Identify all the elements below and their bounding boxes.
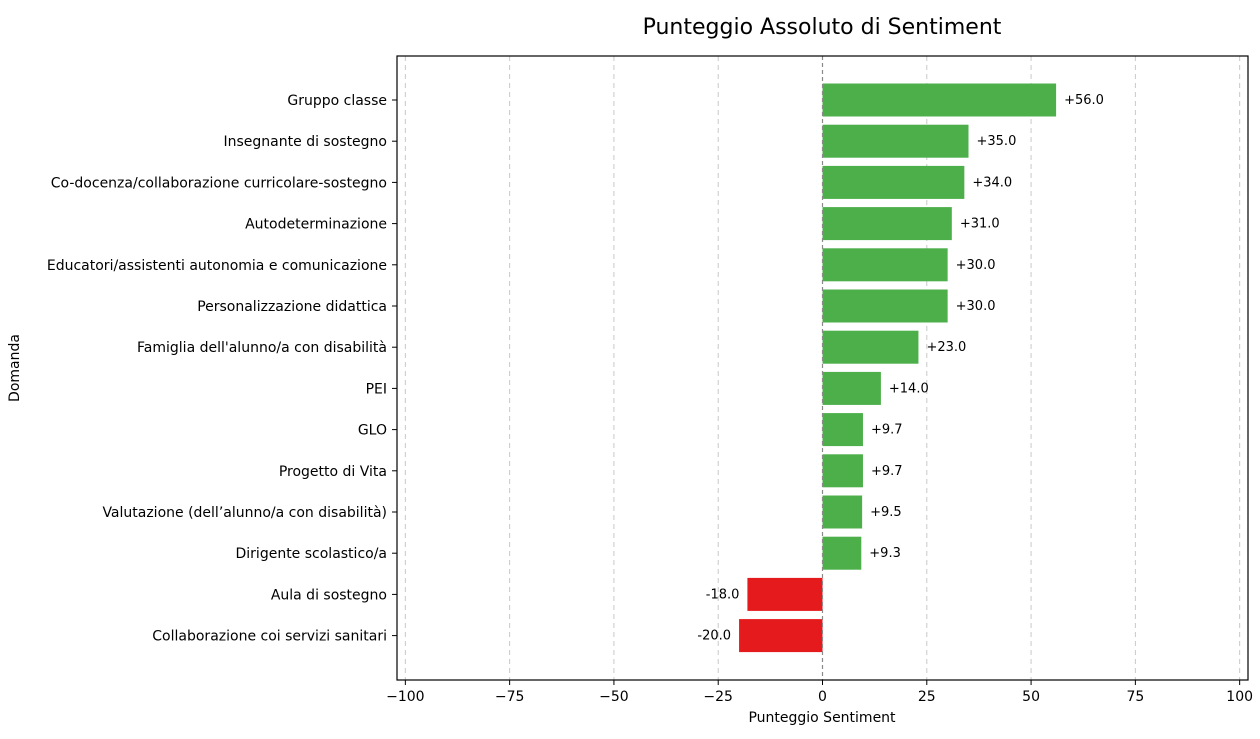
bars xyxy=(739,83,1057,653)
x-tick-label: 75 xyxy=(1126,689,1144,705)
x-tick-label: 50 xyxy=(1022,689,1040,705)
x-tick-label: 25 xyxy=(918,689,936,705)
bar xyxy=(822,413,863,447)
x-tick-label: −100 xyxy=(386,689,424,705)
bar xyxy=(822,495,863,529)
bar xyxy=(822,248,948,282)
x-tick-label: 0 xyxy=(818,689,827,705)
data-label: +31.0 xyxy=(960,217,1000,232)
x-tick-label: −50 xyxy=(599,689,629,705)
bar xyxy=(822,371,881,405)
data-label: +30.0 xyxy=(956,258,996,273)
bar xyxy=(822,454,863,488)
x-ticks: −100 −75 −50 −25 0 25 50 75 100 xyxy=(386,680,1253,705)
data-label: +9.7 xyxy=(871,464,903,479)
y-category-label: Co-docenza/collaborazione curricolare-so… xyxy=(51,175,387,191)
y-category-label: Autodeterminazione xyxy=(245,217,387,233)
bar xyxy=(822,289,948,323)
data-label: +34.0 xyxy=(972,175,1012,190)
y-category-label: Insegnante di sostegno xyxy=(224,134,387,150)
y-category-label: PEI xyxy=(366,381,387,397)
x-tick-label: −75 xyxy=(495,689,525,705)
bar xyxy=(822,536,862,570)
y-category-label: Dirigente scolastico/a xyxy=(236,546,388,562)
data-label: +9.7 xyxy=(871,423,903,438)
bar xyxy=(739,619,823,653)
bar xyxy=(822,330,919,364)
chart-title: Punteggio Assoluto di Sentiment xyxy=(643,15,1002,40)
data-label: +9.3 xyxy=(869,546,901,561)
y-category-label: Famiglia dell'alunno/a con disabilità xyxy=(137,340,387,356)
y-category-label: Personalizzazione didattica xyxy=(197,299,387,315)
grid-lines xyxy=(404,56,1241,680)
y-category-label: GLO xyxy=(358,423,387,439)
y-category-labels: Gruppo classe Insegnante di sostegno Co-do… xyxy=(47,93,397,645)
x-tick-label: 100 xyxy=(1226,689,1253,705)
data-label: -20.0 xyxy=(697,629,731,644)
y-category-label: Valutazione (dell’alunno/a con disabilit… xyxy=(102,505,387,521)
x-tick-label: −25 xyxy=(703,689,733,705)
y-category-label: Gruppo classe xyxy=(287,93,387,109)
data-label: +14.0 xyxy=(889,381,929,396)
y-category-label: Aula di sostegno xyxy=(271,587,387,603)
data-label: +56.0 xyxy=(1064,93,1104,108)
data-label: +30.0 xyxy=(956,299,996,314)
data-label: +23.0 xyxy=(926,340,966,355)
data-label: -18.0 xyxy=(706,587,740,602)
y-category-label: Progetto di Vita xyxy=(279,464,387,480)
bar xyxy=(822,165,965,199)
y-axis-label: Domanda xyxy=(7,334,23,402)
data-labels: +56.0 +35.0 +34.0 +31.0 +30.0 +30.0 +23.0 +14.0… xyxy=(697,93,1104,644)
bar xyxy=(822,124,969,158)
data-label: +35.0 xyxy=(977,134,1017,149)
x-axis-label: Punteggio Sentiment xyxy=(748,710,896,726)
data-label: +9.5 xyxy=(870,505,902,520)
bar xyxy=(822,207,952,241)
y-category-label: Collaborazione coi servizi sanitari xyxy=(152,629,387,645)
y-category-label: Educatori/assistenti autonomia e comunic… xyxy=(47,258,387,274)
bar xyxy=(822,83,1057,117)
bar xyxy=(747,577,823,611)
